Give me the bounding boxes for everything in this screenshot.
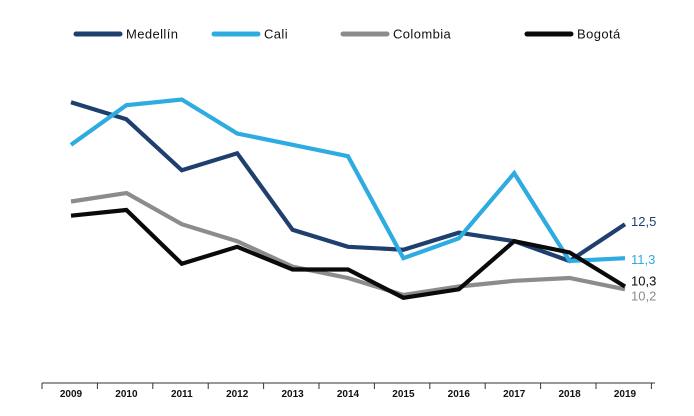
x-tick-label-2015: 2015 — [392, 389, 415, 400]
series-line-colombia — [70, 190, 626, 298]
series-line-bogota — [70, 207, 627, 300]
x-tick-label-2010: 2010 — [115, 389, 138, 400]
legend: Medellín Cali Colombia Bogotá — [73, 27, 621, 42]
legend-label: Medellín — [126, 27, 178, 42]
end-label-bogota: 10,3 — [631, 274, 656, 289]
legend-item-medellin: Medellín — [73, 27, 178, 42]
x-tick-label-2016: 2016 — [448, 389, 471, 400]
x-tick-label-2009: 2009 — [60, 389, 83, 400]
series-colombia — [70, 190, 626, 298]
x-tick-label-2011: 2011 — [171, 389, 193, 400]
legend-label: Cali — [264, 27, 288, 42]
series-bogota — [70, 207, 627, 300]
x-tick-label-2012: 2012 — [226, 389, 249, 400]
legend-item-colombia: Colombia — [340, 27, 451, 42]
legend-item-bogota: Bogotá — [524, 27, 621, 42]
end-labels: 12,5 11,3 10,210,3 — [631, 214, 656, 303]
x-tick-label-2018: 2018 — [558, 389, 581, 400]
series-medellin — [70, 100, 627, 264]
x-tick-label-2017: 2017 — [503, 389, 526, 400]
x-tick-label-2014: 2014 — [337, 389, 360, 400]
series-layer — [69, 97, 627, 300]
end-label-medellin: 12,5 — [631, 214, 656, 229]
end-label-cali: 11,3 — [631, 252, 655, 267]
x-tick-label-2013: 2013 — [281, 389, 304, 400]
end-label-colombia: 10,2 — [631, 288, 656, 303]
x-tick-label-2019: 2019 — [614, 389, 637, 400]
legend-label: Bogotá — [577, 27, 621, 42]
legend-item-cali: Cali — [211, 27, 288, 42]
legend-label: Colombia — [393, 27, 451, 42]
series-cali — [69, 97, 626, 264]
x-axis: 2009 2010 2011 2012 2013 2014 2015 2016 2017 2018… — [41, 382, 655, 400]
